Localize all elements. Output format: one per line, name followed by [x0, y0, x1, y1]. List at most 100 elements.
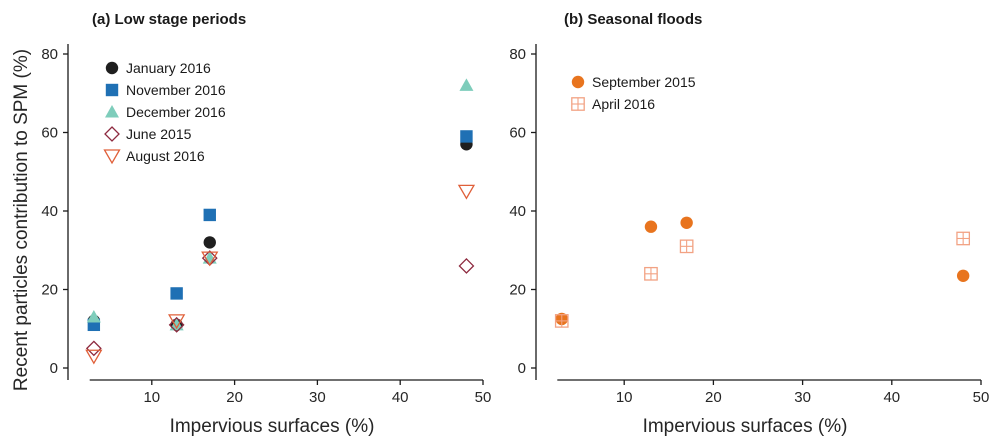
panel-a-data-point — [168, 316, 185, 333]
panel-b-y-tick-label: 0 — [518, 360, 526, 377]
panel-a-y-tick-label: 60 — [41, 125, 58, 142]
panel-b-y-tick-label: 60 — [509, 125, 526, 142]
panel-a-data-point-shape — [85, 349, 103, 365]
panel-a-y-tick-label: 20 — [41, 282, 58, 299]
panel-a-data-point — [169, 317, 184, 331]
panel-a-data-point — [201, 251, 219, 267]
panel-a-series-5 — [85, 184, 476, 365]
panel-a-legend-label: January 2016 — [126, 60, 211, 76]
panel-a-data-point-shape — [202, 251, 217, 264]
panel-b: (b) Seasonal floods Impervious surfaces … — [509, 11, 989, 437]
panel-a-data-point — [202, 251, 217, 264]
panel-a-data-point — [168, 314, 186, 330]
panel-b-x-tick-label: 30 — [794, 389, 811, 406]
panel-a-data-point-shape — [203, 236, 216, 249]
panel-a-legend-item: December 2016 — [105, 104, 226, 120]
panel-a-data-point-shape — [201, 251, 219, 267]
panel-a-legend-label: August 2016 — [126, 148, 205, 164]
panel-b-legend-marker-shape — [571, 75, 585, 89]
panel-b-legend-item: April 2016 — [571, 96, 655, 112]
panel-a-data-point — [85, 349, 103, 365]
panel-b-data-point — [679, 239, 694, 254]
panel-b-x-axis-title: Impervious surfaces (%) — [643, 416, 848, 437]
panel-a-legend-marker — [103, 149, 121, 165]
panel-a-y-axis-title: Recent particles contribution to SPM (%) — [11, 49, 32, 391]
panel-b-y-tick-label: 80 — [509, 46, 526, 63]
panel-a-legend-item: August 2016 — [103, 148, 205, 165]
panel-a-legend-marker — [105, 61, 119, 75]
panel-a-data-point-shape — [168, 314, 186, 330]
panel-a-data-point — [86, 309, 101, 323]
panel-b-data-point — [956, 269, 970, 282]
panel-a-series-1 — [87, 138, 473, 332]
panel-b-plot-area: 0 20 40 60 80 10 20 30 40 50 September 2015 April 2… — [509, 44, 989, 406]
panel-a-y-tick-label: 0 — [50, 360, 58, 377]
panel-b-data-point-shape — [680, 216, 693, 229]
panel-a-x-tick-label: 40 — [392, 389, 409, 406]
panel-a-series-4 — [85, 250, 475, 357]
panel-a-data-point — [458, 258, 475, 274]
panel-a-x-tick-label: 30 — [309, 389, 326, 406]
panel-a-legend-marker — [104, 126, 120, 142]
panel-a-data-point-shape — [85, 340, 102, 357]
panel-a-x-tick-label: 50 — [475, 389, 492, 406]
panel-a-data-point-shape — [169, 317, 184, 331]
panel-a-y-tick-label: 40 — [41, 203, 58, 220]
panel-a-data-point-shape — [458, 258, 475, 274]
panel-a-data-point — [459, 78, 474, 91]
panel-a-legend-item: January 2016 — [105, 60, 211, 76]
panel-b-legend-label: April 2016 — [592, 96, 655, 112]
panel-a: (a) Low stage periods Recent particles c… — [11, 11, 491, 437]
panel-a-legend-item: June 2015 — [104, 126, 192, 142]
panel-a-data-point-shape — [170, 287, 183, 300]
panel-a-legend-label: June 2015 — [126, 126, 192, 142]
panel-a-data-point-shape — [168, 316, 185, 333]
panel-a-data-point — [170, 287, 183, 300]
panel-a-legend: January 2016 November 2016 December 2016 Ju… — [103, 60, 226, 165]
panel-a-x-tick-label: 20 — [226, 389, 243, 406]
panel-a-y-tick-label: 80 — [41, 46, 58, 63]
panel-b-title: (b) Seasonal floods — [564, 11, 702, 28]
panel-a-legend-item: November 2016 — [105, 82, 226, 98]
panel-b-legend-marker — [571, 75, 585, 89]
panel-b-x-tick-label: 20 — [705, 389, 722, 406]
panel-a-legend-marker — [105, 105, 119, 118]
panel-a-data-point — [203, 208, 216, 222]
panel-b-data-point — [644, 220, 658, 233]
panel-b-y-tick-label: 20 — [509, 282, 526, 299]
panel-b-x-tick-label: 50 — [973, 389, 990, 406]
panel-a-data-point — [203, 236, 216, 249]
panel-b-data-point-shape — [956, 269, 970, 282]
panel-b-legend-marker — [571, 97, 585, 111]
panel-a-x-axis-title: Impervious surfaces (%) — [170, 416, 375, 437]
panel-a-title: (a) Low stage periods — [92, 11, 246, 28]
panel-b-data-point — [680, 216, 693, 229]
panel-a-legend-marker — [105, 83, 119, 97]
panel-a-legend-marker-shape — [104, 126, 120, 142]
panel-a-legend-label: December 2016 — [126, 104, 226, 120]
panel-a-legend-marker-shape — [105, 83, 119, 97]
panel-b-data-point-shape — [644, 220, 658, 233]
panel-a-data-point — [460, 130, 473, 143]
panel-a-data-point-shape — [203, 208, 216, 222]
panel-b-x-tick-label: 10 — [616, 389, 633, 406]
panel-b-legend-label: September 2015 — [592, 74, 696, 90]
panel-b-data-point — [956, 231, 971, 246]
panel-b-series-2 — [554, 231, 971, 328]
panel-a-legend-marker-shape — [103, 149, 121, 165]
panel-b-data-point — [644, 266, 658, 281]
panel-a-plot-area: 0 20 40 60 80 10 20 30 40 50 January 2016 November … — [41, 44, 491, 406]
panel-a-data-point — [85, 340, 102, 357]
panel-b-legend-item: September 2015 — [571, 74, 696, 90]
panel-a-legend-label: November 2016 — [126, 82, 226, 98]
panel-a-legend-marker-shape — [105, 105, 119, 118]
panel-a-data-point-shape — [457, 184, 476, 200]
panel-a-legend-marker-shape — [105, 61, 119, 75]
panel-a-data-point-shape — [86, 309, 101, 323]
panel-b-y-tick-label: 40 — [509, 203, 526, 220]
panel-b-data-point — [554, 314, 569, 328]
panel-a-x-tick-label: 10 — [143, 389, 160, 406]
panel-a-data-point — [457, 184, 476, 200]
panel-a-data-point-shape — [459, 78, 474, 91]
